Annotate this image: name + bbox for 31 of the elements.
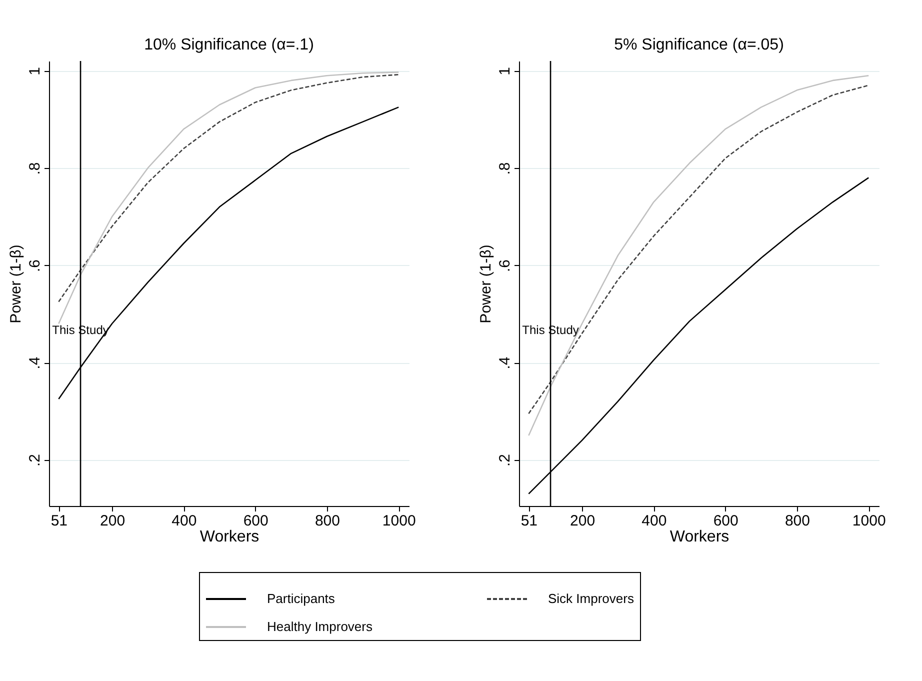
chart-title: 5% Significance (α=.05) (614, 36, 784, 54)
x-tick-label: 400 (642, 512, 667, 530)
x-tick-label: 600 (243, 512, 268, 530)
y-tick-label: .6 (26, 260, 44, 272)
y-tick-label: .2 (26, 454, 44, 467)
y-tick-label: .8 (26, 162, 44, 175)
y-tick-label: .4 (496, 356, 514, 370)
y-tick-label: .4 (26, 356, 44, 370)
y-axis-title: Power (1-β) (8, 244, 24, 324)
legend-label: Participants (267, 591, 336, 606)
y-tick-label: 1 (496, 67, 514, 76)
legend-label: Sick Improvers (548, 591, 634, 606)
y-tick-label: .8 (496, 162, 514, 175)
x-axis-title: Workers (200, 528, 260, 546)
x-tick-label: 1000 (382, 512, 416, 530)
x-tick-label: 51 (520, 512, 538, 530)
x-tick-label: 200 (570, 512, 596, 530)
x-axis-title: Workers (670, 528, 730, 546)
chart-title: 10% Significance (α=.1) (144, 36, 314, 54)
legend-label: Healthy Improvers (267, 619, 373, 634)
x-tick-label: 600 (713, 512, 738, 530)
x-tick-label: 400 (172, 512, 197, 530)
x-tick-label: 51 (50, 512, 68, 530)
y-tick-label: .2 (496, 454, 514, 467)
x-tick-label: 800 (314, 512, 340, 530)
x-tick-label: 800 (784, 512, 810, 530)
x-tick-label: 1000 (852, 512, 886, 530)
y-tick-label: .6 (496, 260, 514, 272)
y-tick-label: 1 (26, 67, 44, 76)
y-axis-title: Power (1-β) (478, 244, 494, 324)
x-tick-label: 200 (100, 512, 126, 530)
